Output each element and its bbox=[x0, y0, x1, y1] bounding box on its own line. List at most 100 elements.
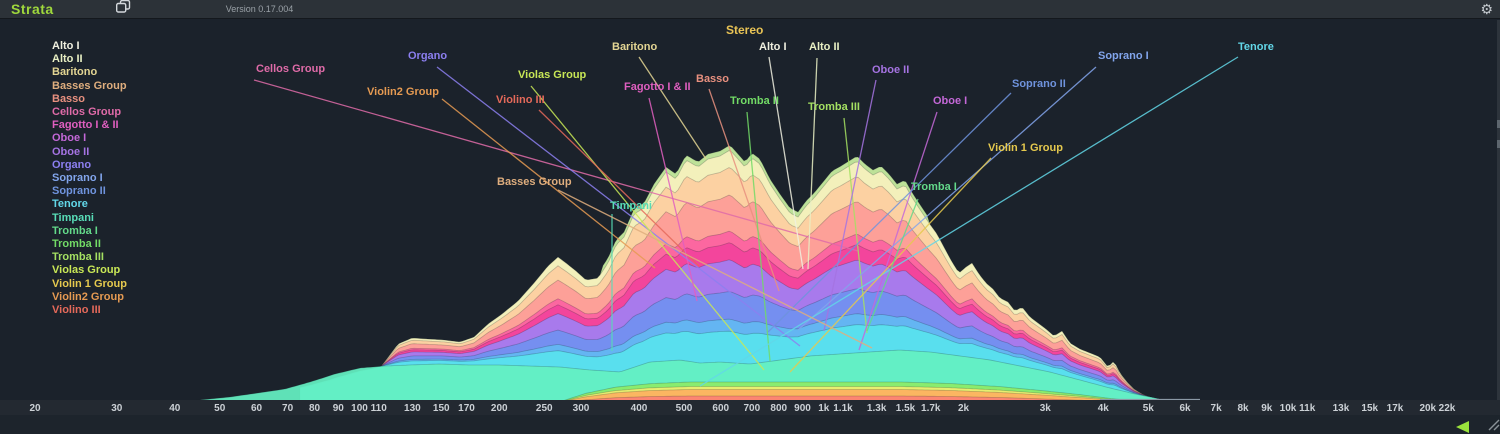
instrument-item-basses-group[interactable]: Basses Group bbox=[52, 79, 127, 92]
leader-line-tromba-iii bbox=[843, 117, 868, 334]
axis-tick-20k: 20k bbox=[1419, 403, 1437, 414]
leader-line-tromba-i bbox=[866, 198, 919, 332]
axis-tick-1.5k: 1.5k bbox=[895, 403, 916, 414]
axis-tick-200: 200 bbox=[490, 403, 508, 414]
callout-timpani: Timpani bbox=[610, 200, 652, 212]
axis-tick-700: 700 bbox=[743, 403, 761, 414]
instrument-item-organo[interactable]: Organo bbox=[52, 158, 92, 171]
axis-tick-10k: 10k bbox=[1279, 403, 1297, 414]
frequency-axis: 20 30 40 50 60 70 80 90 100 110 130 150 170 200 250 300… bbox=[0, 400, 1500, 415]
instrument-item-tromba-iii[interactable]: Tromba III bbox=[52, 251, 104, 264]
leader-line-alto-ii bbox=[807, 57, 818, 270]
callout-fagotto: Fagotto I & II bbox=[624, 81, 691, 93]
callout-tromba-iii: Tromba III bbox=[808, 101, 860, 113]
axis-tick-4k: 4k bbox=[1097, 403, 1109, 414]
app-logo: Strata bbox=[11, 1, 54, 17]
axis-tick-300: 300 bbox=[572, 403, 590, 414]
leader-line-tromba-ii bbox=[746, 111, 771, 362]
axis-tick-5k: 5k bbox=[1142, 403, 1154, 414]
callout-tromba-ii: Tromba II bbox=[730, 95, 779, 107]
instrument-item-violas-group[interactable]: Violas Group bbox=[52, 264, 121, 277]
leader-line-basso bbox=[708, 88, 780, 292]
axis-tick-30: 30 bbox=[111, 403, 123, 414]
leader-line-baritono bbox=[638, 56, 707, 160]
vertical-scrollbar[interactable] bbox=[1497, 20, 1500, 400]
axis-tick-80: 80 bbox=[308, 403, 321, 414]
instrument-item-tromba-ii[interactable]: Tromba II bbox=[52, 238, 101, 251]
callout-violin-1-group: Violin 1 Group bbox=[988, 142, 1063, 154]
axis-tick-3k: 3k bbox=[1039, 403, 1051, 414]
resize-grip-icon[interactable] bbox=[1487, 418, 1500, 434]
instrument-item-tromba-i[interactable]: Tromba I bbox=[52, 224, 98, 237]
instrument-item-cellos-group[interactable]: Cellos Group bbox=[52, 106, 122, 119]
instrument-item-baritono[interactable]: Baritono bbox=[52, 66, 98, 79]
leader-line-tenore bbox=[699, 56, 1239, 387]
axis-tick-110: 110 bbox=[370, 403, 387, 414]
instrument-item-alto-i[interactable]: Alto I bbox=[52, 40, 80, 52]
title-bar: Strata Version 0.17.004 ⚙ bbox=[0, 0, 1500, 19]
leader-line-fagotto bbox=[648, 97, 698, 302]
callout-tromba-i: Tromba I bbox=[911, 181, 957, 193]
leader-line-violin-1-group bbox=[789, 157, 992, 373]
axis-tick-1.3k: 1.3k bbox=[866, 403, 887, 414]
axis-tick-40: 40 bbox=[169, 403, 181, 414]
instrument-item-soprano-i[interactable]: Soprano I bbox=[52, 172, 103, 185]
instrument-item-oboe-i[interactable]: Oboe I bbox=[52, 132, 87, 145]
callout-basses-group: Basses Group bbox=[497, 176, 572, 188]
bottom-bar bbox=[0, 415, 1500, 434]
axis-tick-11k: 11k bbox=[1299, 403, 1316, 414]
axis-tick-500: 500 bbox=[675, 403, 693, 414]
callout-oboe-ii: Oboe II bbox=[872, 64, 910, 76]
axis-tick-600: 600 bbox=[712, 403, 730, 414]
instrument-item-timpani[interactable]: Timpani bbox=[52, 211, 94, 224]
axis-tick-50: 50 bbox=[214, 403, 226, 414]
instrument-item-alto-ii[interactable]: Alto II bbox=[52, 53, 83, 66]
callout-violin2-group: Violin2 Group bbox=[367, 86, 439, 98]
collapse-triangle-icon[interactable] bbox=[1456, 421, 1469, 433]
version-label: Version 0.17.004 bbox=[225, 4, 294, 14]
leader-line-alto-i bbox=[768, 56, 804, 270]
instrument-item-violin-1-group[interactable]: Violin 1 Group bbox=[52, 277, 127, 290]
axis-tick-70: 70 bbox=[282, 403, 294, 414]
instrument-item-violin2-group[interactable]: Violin2 Group bbox=[52, 290, 124, 303]
leader-line-violino-iii bbox=[538, 109, 700, 267]
instrument-item-fagotto-i-ii[interactable]: Fagotto I & II bbox=[52, 119, 119, 132]
settings-gear-icon[interactable]: ⚙ bbox=[1480, 1, 1493, 17]
axis-tick-150: 150 bbox=[432, 403, 450, 414]
callout-soprano-i: Soprano I bbox=[1098, 50, 1149, 62]
instrument-item-basso[interactable]: Basso bbox=[52, 92, 86, 105]
axis-tick-2k: 2k bbox=[957, 403, 970, 414]
callout-soprano-ii: Soprano II bbox=[1012, 78, 1066, 90]
axis-tick-13k: 13k bbox=[1332, 403, 1350, 414]
axis-tick-400: 400 bbox=[630, 403, 648, 414]
axis-tick-170: 170 bbox=[458, 403, 475, 414]
axis-tick-1k: 1k bbox=[818, 403, 830, 414]
instrument-item-oboe-ii[interactable]: Oboe II bbox=[52, 145, 90, 158]
axis-tick-100: 100 bbox=[351, 403, 368, 414]
axis-tick-22k: 22k bbox=[1438, 403, 1456, 414]
callout-tenore: Tenore bbox=[1238, 41, 1274, 53]
instrument-item-tenore[interactable]: Tenore bbox=[52, 198, 88, 211]
instrument-item-violino-iii[interactable]: Violino III bbox=[52, 304, 101, 317]
leader-line-soprano-i bbox=[797, 66, 1097, 331]
leader-line-basses-group bbox=[557, 189, 873, 349]
axis-tick-1.1k: 1.1k bbox=[833, 403, 853, 414]
instrument-item-soprano-ii[interactable]: Soprano II bbox=[52, 185, 106, 198]
callout-basso: Basso bbox=[696, 73, 730, 85]
axis-tick-60: 60 bbox=[250, 403, 263, 414]
window-copy-icon[interactable] bbox=[115, 0, 131, 18]
axis-tick-6k: 6k bbox=[1179, 403, 1191, 414]
axis-tick-8k: 8k bbox=[1237, 403, 1249, 414]
axis-tick-20: 20 bbox=[29, 403, 41, 414]
callout-alto-ii: Alto II bbox=[809, 41, 840, 53]
callout-baritono: Baritono bbox=[612, 41, 658, 53]
leader-line-violas-group bbox=[530, 85, 765, 371]
callout-violas-group: Violas Group bbox=[518, 69, 587, 81]
callout-cellos-group: Cellos Group bbox=[256, 63, 326, 75]
axis-tick-7k: 7k bbox=[1210, 403, 1222, 414]
axis-tick-250: 250 bbox=[535, 403, 553, 414]
callout-organo: Organo bbox=[408, 50, 448, 62]
callout-violino-iii: Violino III bbox=[496, 94, 545, 106]
